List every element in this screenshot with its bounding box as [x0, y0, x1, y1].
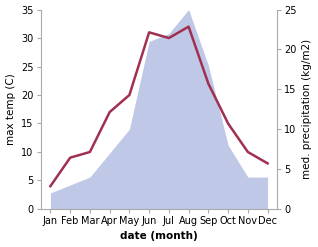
Y-axis label: max temp (C): max temp (C)	[5, 73, 16, 145]
X-axis label: date (month): date (month)	[120, 231, 198, 242]
Y-axis label: med. precipitation (kg/m2): med. precipitation (kg/m2)	[302, 39, 313, 179]
